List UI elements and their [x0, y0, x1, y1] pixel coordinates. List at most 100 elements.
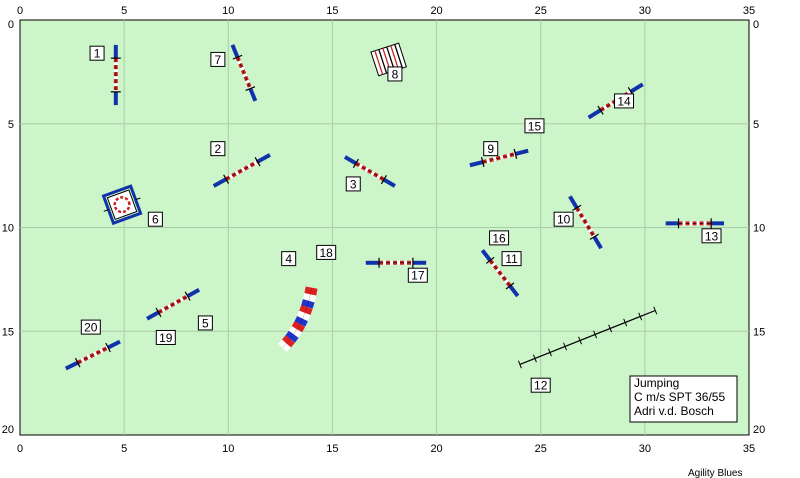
x-tick-bottom: 0	[17, 443, 23, 455]
label-number: 10	[557, 213, 571, 227]
label-box	[614, 93, 635, 109]
jump-stand-mark	[223, 174, 230, 184]
label-number: 3	[350, 177, 357, 191]
x-tick-top: 15	[326, 5, 338, 17]
tunnel-segment	[304, 286, 318, 296]
label-number: 7	[215, 53, 222, 67]
label-number: 12	[534, 379, 548, 393]
x-tick-top: 30	[639, 5, 651, 17]
label-7: 7	[210, 51, 226, 67]
jump-stand-mark	[245, 86, 256, 92]
label-10: 10	[553, 211, 574, 227]
label-number: 8	[392, 67, 399, 81]
x-tick-top: 10	[222, 5, 234, 17]
jump-wing	[568, 195, 579, 209]
label-box	[407, 267, 428, 283]
label-box	[345, 176, 361, 192]
info-line-3: Adri v.d. Bosch	[634, 404, 714, 418]
wall-slat	[378, 49, 388, 74]
label-box	[530, 377, 551, 393]
y-tick-left: 0	[8, 19, 14, 31]
label-16: 16	[489, 230, 510, 246]
jump-13	[665, 218, 725, 229]
jump-pole-outline	[237, 57, 251, 89]
label-17: 17	[407, 267, 428, 283]
label-number: 6	[152, 213, 159, 227]
tunnel-segment	[288, 326, 302, 338]
label-1: 1	[89, 45, 105, 61]
tunnel-segment	[296, 310, 311, 321]
jump-stand-mark	[513, 148, 518, 159]
wall-slat	[390, 45, 400, 70]
label-8: 8	[387, 66, 403, 82]
label-box	[524, 118, 545, 134]
label-number: 20	[84, 321, 98, 335]
jump-pole-outline	[225, 161, 258, 180]
jump-wing	[469, 160, 484, 168]
y-tick-left: 15	[2, 326, 14, 338]
label-number: 5	[202, 316, 209, 330]
y-tick-right: 20	[753, 424, 765, 436]
y-tick-left: 10	[2, 223, 14, 235]
table-leg	[103, 209, 109, 212]
table-top	[106, 189, 138, 220]
wall-slat	[394, 44, 404, 69]
jump-wing	[592, 235, 603, 250]
long-jump-rung	[563, 342, 567, 351]
jump-3	[343, 155, 396, 188]
obstacles	[64, 42, 725, 371]
y-tick-left: 20	[2, 424, 14, 436]
jump-wing	[248, 87, 258, 102]
label-box	[483, 141, 499, 157]
label-number: 9	[487, 142, 494, 156]
jump-7	[230, 44, 258, 102]
jump-pole-outline	[158, 295, 188, 313]
jump-stand-mark	[74, 357, 81, 368]
tunnel-segment	[301, 299, 315, 309]
info-line-2: C m/s SPT 36/55	[634, 390, 725, 404]
tunnel-segment	[285, 330, 299, 343]
table-6	[101, 184, 143, 226]
label-9: 9	[483, 141, 499, 157]
long-jump-rung	[532, 354, 537, 363]
jump-stand-mark	[105, 342, 111, 353]
label-4: 4	[281, 251, 297, 267]
jump-stand-mark	[485, 256, 495, 264]
x-tick-bottom: 20	[430, 443, 442, 455]
info-box: Jumping C m/s SPT 36/55 Adri v.d. Bosch	[629, 375, 738, 423]
jump-wing	[514, 148, 529, 156]
long-jump-12	[517, 306, 658, 369]
jump-stand-mark	[232, 54, 243, 60]
x-tick-top: 20	[430, 5, 442, 17]
tunnel-segment	[302, 292, 317, 303]
jump-stand-mark	[572, 204, 582, 211]
jump-1	[110, 44, 121, 106]
label-number: 4	[285, 252, 292, 266]
label-box	[316, 244, 337, 260]
table-ring	[113, 196, 131, 214]
jump-17	[365, 257, 427, 268]
tunnel-4	[278, 286, 318, 352]
jump-wing	[480, 249, 492, 262]
jump-stand-mark	[597, 105, 604, 115]
long-jump-rung	[638, 312, 643, 321]
x-tick-bottom: 35	[743, 443, 755, 455]
jump-wing	[343, 155, 357, 166]
long-jump-rung	[517, 360, 522, 369]
long-jump-rung	[593, 330, 598, 339]
label-5: 5	[197, 315, 213, 331]
x-tick-bottom: 15	[326, 443, 338, 455]
x-tick-top: 25	[535, 5, 547, 17]
table-leg	[135, 197, 141, 201]
label-11: 11	[501, 251, 522, 267]
jump-pole-outline	[489, 260, 511, 287]
tunnel-segment	[281, 335, 295, 348]
long-jump-rung	[653, 306, 658, 315]
label-number: 19	[159, 331, 173, 345]
jump-wing	[382, 177, 396, 188]
x-tick-top: 35	[743, 5, 755, 17]
label-number: 11	[505, 252, 518, 266]
jump-9	[469, 148, 529, 168]
